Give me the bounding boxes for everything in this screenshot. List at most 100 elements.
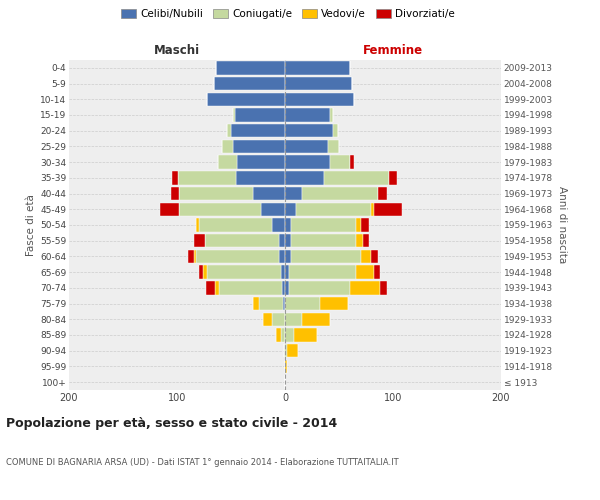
Bar	[199, 266, 203, 279]
Bar	[285, 328, 293, 342]
Bar	[207, 92, 285, 106]
Bar	[389, 171, 397, 184]
Y-axis label: Anni di nascita: Anni di nascita	[557, 186, 567, 264]
Bar	[285, 218, 292, 232]
Bar	[284, 344, 285, 358]
Bar	[207, 266, 281, 279]
Legend: Celibi/Nubili, Coniugati/e, Vedovi/e, Divorziati/e: Celibi/Nubili, Coniugati/e, Vedovi/e, Di…	[117, 5, 459, 24]
Bar	[160, 202, 179, 216]
Bar	[235, 108, 285, 122]
Bar	[356, 234, 363, 247]
Bar	[292, 218, 356, 232]
Bar	[378, 187, 386, 200]
Bar	[219, 281, 282, 294]
Bar	[277, 328, 281, 342]
Bar	[285, 360, 287, 373]
Bar	[178, 171, 236, 184]
Bar	[285, 281, 289, 294]
Text: COMUNE DI BAGNARIA ARSA (UD) - Dati ISTAT 1° gennaio 2014 - Elaborazione TUTTAIT: COMUNE DI BAGNARIA ARSA (UD) - Dati ISTA…	[6, 458, 398, 467]
Bar	[285, 171, 324, 184]
Bar	[374, 202, 401, 216]
Bar	[281, 328, 285, 342]
Bar	[361, 250, 371, 263]
Bar	[350, 156, 354, 169]
Bar	[203, 266, 207, 279]
Bar	[282, 281, 285, 294]
Bar	[285, 77, 352, 90]
Bar	[278, 250, 285, 263]
Bar	[172, 171, 178, 184]
Bar	[179, 187, 253, 200]
Y-axis label: Fasce di età: Fasce di età	[26, 194, 36, 256]
Bar	[331, 108, 332, 122]
Bar	[231, 124, 285, 138]
Bar	[261, 202, 285, 216]
Bar	[302, 187, 378, 200]
Bar	[199, 218, 272, 232]
Bar	[302, 312, 331, 326]
Bar	[227, 124, 231, 138]
Bar	[285, 250, 292, 263]
Bar	[218, 156, 238, 169]
Bar	[371, 250, 378, 263]
Bar	[188, 250, 194, 263]
Bar	[285, 92, 354, 106]
Bar	[238, 156, 285, 169]
Bar	[216, 61, 285, 74]
Bar	[293, 328, 317, 342]
Bar	[292, 234, 356, 247]
Bar	[289, 266, 356, 279]
Bar	[285, 61, 350, 74]
Bar	[331, 156, 350, 169]
Bar	[194, 234, 205, 247]
Bar	[285, 156, 331, 169]
Bar	[292, 250, 361, 263]
Bar	[371, 202, 374, 216]
Bar	[285, 266, 289, 279]
Bar	[296, 202, 371, 216]
Bar	[272, 312, 285, 326]
Bar	[205, 234, 278, 247]
Bar	[356, 266, 374, 279]
Bar	[206, 281, 215, 294]
Bar	[170, 187, 179, 200]
Bar	[236, 171, 285, 184]
Bar	[233, 140, 285, 153]
Bar	[196, 250, 278, 263]
Bar	[223, 140, 233, 153]
Text: Popolazione per età, sesso e stato civile - 2014: Popolazione per età, sesso e stato civil…	[6, 418, 337, 430]
Bar	[214, 77, 285, 90]
Bar	[179, 202, 261, 216]
Bar	[285, 234, 292, 247]
Bar	[253, 187, 285, 200]
Bar	[283, 297, 285, 310]
Bar	[320, 297, 347, 310]
Bar	[253, 297, 259, 310]
Bar	[285, 344, 287, 358]
Bar	[285, 297, 320, 310]
Bar	[356, 218, 361, 232]
Bar	[328, 140, 339, 153]
Bar	[287, 344, 298, 358]
Bar	[285, 312, 302, 326]
Bar	[272, 218, 285, 232]
Text: Maschi: Maschi	[154, 44, 200, 58]
Bar	[380, 281, 386, 294]
Bar	[263, 312, 272, 326]
Bar	[285, 108, 331, 122]
Bar	[215, 281, 219, 294]
Bar	[363, 234, 369, 247]
Bar	[285, 202, 296, 216]
Bar	[361, 218, 369, 232]
Bar	[233, 108, 235, 122]
Bar	[289, 281, 350, 294]
Bar	[196, 218, 199, 232]
Bar	[285, 187, 302, 200]
Bar	[278, 234, 285, 247]
Bar	[194, 250, 196, 263]
Bar	[374, 266, 380, 279]
Bar	[259, 297, 283, 310]
Bar	[350, 281, 380, 294]
Bar	[285, 140, 328, 153]
Bar	[281, 266, 285, 279]
